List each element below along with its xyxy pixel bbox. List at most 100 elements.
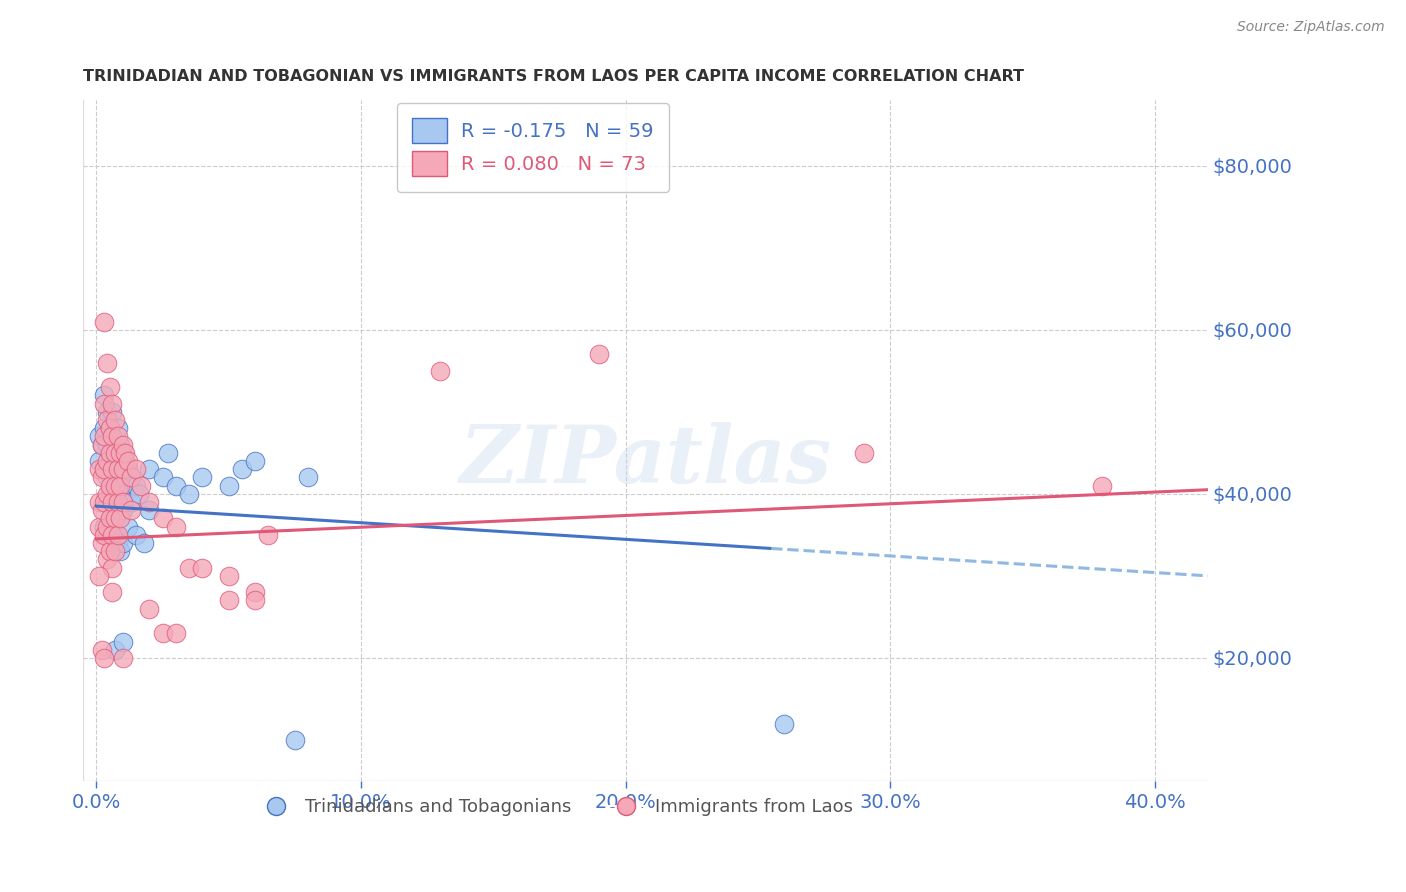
Point [96, 454, 118, 468]
Point [107, 462, 129, 476]
Point [111, 478, 134, 492]
Point [98, 511, 121, 525]
Point [90, 642, 112, 657]
Point [128, 487, 150, 501]
Point [243, 593, 266, 607]
Point [98, 544, 121, 558]
Point [96, 552, 118, 566]
Point [177, 487, 200, 501]
Point [93, 388, 115, 402]
Point [117, 462, 139, 476]
Point [90, 470, 112, 484]
Point [117, 519, 139, 533]
Point [284, 733, 307, 747]
Point [165, 519, 187, 533]
Point [243, 454, 266, 468]
Point [114, 454, 136, 468]
Point [125, 528, 148, 542]
Point [218, 569, 240, 583]
Point [120, 503, 142, 517]
Point [98, 421, 121, 435]
Point [191, 470, 214, 484]
Point [98, 421, 121, 435]
Point [104, 528, 127, 542]
Point [111, 462, 134, 476]
Point [101, 429, 124, 443]
Point [101, 519, 124, 533]
Point [125, 478, 148, 492]
Point [231, 462, 253, 476]
Text: TRINIDADIAN AND TOBAGONIAN VS IMMIGRANTS FROM LAOS PER CAPITA INCOME CORRELATION: TRINIDADIAN AND TOBAGONIAN VS IMMIGRANTS… [83, 69, 1024, 84]
Point [107, 454, 129, 468]
Point [101, 405, 124, 419]
Point [101, 495, 124, 509]
Point [152, 511, 174, 525]
Point [165, 626, 187, 640]
Point [104, 544, 127, 558]
Point [852, 446, 875, 460]
Point [93, 462, 115, 476]
Point [156, 446, 179, 460]
Point [111, 437, 134, 451]
Point [104, 413, 127, 427]
Point [90, 437, 112, 451]
Point [191, 560, 214, 574]
Point [218, 478, 240, 492]
Point [138, 462, 160, 476]
Point [108, 437, 131, 451]
Point [93, 396, 115, 410]
Point [152, 626, 174, 640]
Point [138, 601, 160, 615]
Point [177, 560, 200, 574]
Point [108, 446, 131, 460]
Point [108, 470, 131, 484]
Point [96, 470, 118, 484]
Point [87, 462, 110, 476]
Point [114, 487, 136, 501]
Point [93, 421, 115, 435]
Point [104, 642, 127, 657]
Point [257, 528, 280, 542]
Legend: Trinidadians and Tobagonians, Immigrants from Laos: Trinidadians and Tobagonians, Immigrants… [252, 790, 860, 823]
Point [87, 495, 110, 509]
Point [107, 421, 129, 435]
Point [104, 446, 127, 460]
Point [96, 437, 118, 451]
Point [108, 478, 131, 492]
Point [120, 495, 142, 509]
Point [107, 495, 129, 509]
Point [111, 536, 134, 550]
Point [98, 380, 121, 394]
Point [114, 446, 136, 460]
Point [98, 511, 121, 525]
Point [87, 454, 110, 468]
Point [117, 454, 139, 468]
Point [111, 495, 134, 509]
Point [93, 462, 115, 476]
Point [101, 528, 124, 542]
Point [131, 478, 153, 492]
Point [96, 355, 118, 369]
Point [98, 454, 121, 468]
Point [138, 503, 160, 517]
Point [107, 478, 129, 492]
Point [138, 495, 160, 509]
Point [87, 519, 110, 533]
Point [101, 396, 124, 410]
Point [104, 511, 127, 525]
Point [111, 634, 134, 648]
Point [108, 511, 131, 525]
Point [96, 528, 118, 542]
Point [101, 462, 124, 476]
Point [101, 585, 124, 599]
Point [588, 347, 610, 361]
Text: Source: ZipAtlas.com: Source: ZipAtlas.com [1237, 20, 1385, 34]
Point [107, 429, 129, 443]
Point [125, 462, 148, 476]
Point [90, 503, 112, 517]
Point [120, 470, 142, 484]
Point [111, 446, 134, 460]
Point [111, 651, 134, 665]
Point [93, 495, 115, 509]
Point [218, 593, 240, 607]
